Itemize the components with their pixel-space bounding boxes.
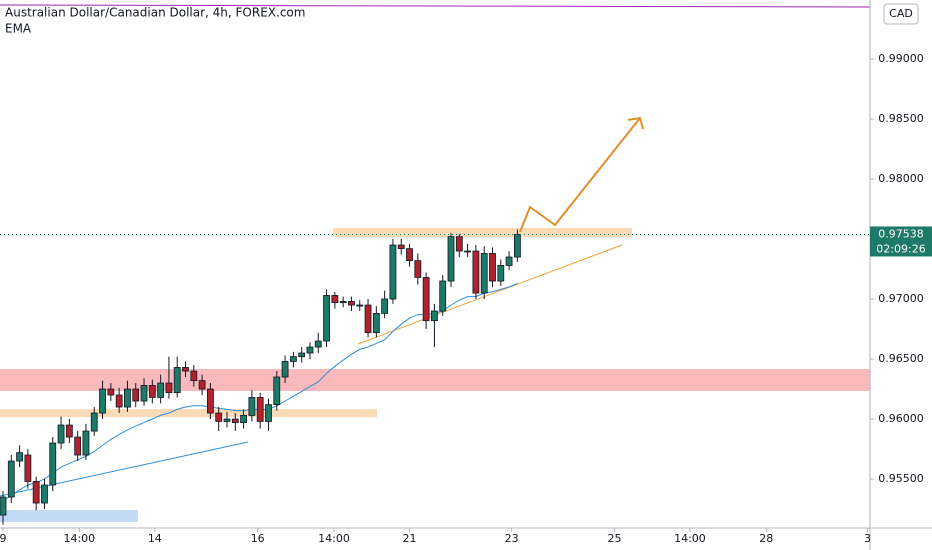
candle-body (331, 295, 339, 304)
candle-body (165, 382, 173, 394)
candle-body (41, 484, 48, 504)
y-tick-label: 0.95500 (878, 472, 924, 485)
candle-body (497, 265, 505, 282)
arrow-head (627, 116, 644, 130)
candle-body (82, 430, 90, 456)
candle-body (513, 234, 521, 258)
candle-body (489, 253, 496, 282)
candle-body (439, 280, 447, 312)
candle-body (124, 388, 131, 408)
candle-body (472, 250, 480, 294)
support-zone (0, 369, 870, 391)
candle-body (0, 496, 7, 516)
candle-body (406, 248, 413, 262)
trend-line (357, 244, 623, 345)
candle-body (65, 424, 73, 438)
candle-body (49, 442, 57, 486)
x-tick-label: 21 (403, 532, 417, 545)
y-tick-label: 0.96500 (878, 352, 924, 365)
x-tick-label: 14:00 (674, 532, 706, 545)
x-tick-label: 14:00 (63, 532, 95, 545)
candle-body (505, 256, 513, 266)
candle-body (198, 380, 206, 390)
candle-body (107, 388, 115, 396)
x-tick-label: 25 (607, 532, 621, 545)
candle-body (455, 236, 463, 252)
y-tick-label: 0.96000 (878, 412, 924, 425)
candle-body (215, 412, 223, 422)
candle-body (32, 481, 40, 504)
candle-body (148, 385, 156, 398)
x-tick-label: 28 (759, 532, 773, 545)
candle-body (314, 340, 322, 348)
candle-body (182, 367, 189, 372)
candle-body (231, 418, 239, 424)
last-price-box (870, 226, 932, 257)
candle-body (381, 298, 389, 314)
y-tick-label: 0.97000 (878, 292, 924, 305)
candle-body (173, 367, 181, 394)
candle-body (24, 454, 32, 482)
candle-body (414, 260, 422, 278)
chart-title: Australian Dollar/Canadian Dollar, 4h, F… (5, 6, 305, 20)
currency-label[interactable]: CAD (889, 7, 913, 20)
candle-body (289, 356, 297, 362)
candle-body (7, 460, 15, 498)
candle-body (372, 313, 380, 334)
last-price-label: 0.97538 (878, 227, 924, 240)
candle-body (248, 397, 256, 416)
x-tick-label: 3 (864, 532, 871, 545)
projection-arrow (519, 116, 644, 233)
resistance-zone (333, 228, 632, 237)
candle-body (16, 452, 23, 462)
candle-body (356, 304, 364, 307)
demand-zone (0, 510, 138, 522)
indicator-label: EMA (5, 22, 32, 36)
x-tick-label: 16 (251, 532, 265, 545)
candle-body (281, 361, 289, 378)
candle-body (90, 412, 98, 432)
candle-body (99, 388, 106, 414)
horizontal-drawing (0, 4, 871, 8)
candle-body (397, 244, 405, 250)
currency-button[interactable] (883, 3, 919, 25)
candle-body (74, 436, 82, 456)
candle-body (348, 301, 355, 306)
candle-body (256, 397, 264, 422)
candle-body (389, 244, 397, 300)
y-tick-label: 0.98500 (878, 112, 924, 125)
candle-body (190, 370, 198, 382)
candle-body (422, 277, 430, 322)
arrow-path (519, 117, 641, 233)
support-zone (0, 409, 377, 417)
candle-body (132, 388, 140, 402)
candle-body (323, 295, 330, 342)
candle-body (480, 253, 488, 294)
x-tick-label: 14 (148, 532, 162, 545)
candle-body (306, 346, 314, 354)
countdown-label: 02:09:26 (876, 242, 925, 255)
candle-body (339, 301, 347, 304)
candle-body (115, 394, 123, 408)
candle-body (265, 404, 272, 422)
candle-body (464, 250, 472, 253)
y-tick-label: 0.99000 (878, 52, 924, 65)
candle-body (364, 304, 372, 334)
candle-body (273, 376, 281, 406)
x-tick-label: 23 (505, 532, 519, 545)
x-tick-label: 14:00 (318, 532, 350, 545)
y-tick-label: 0.98000 (878, 172, 924, 185)
x-tick-label: 9 (0, 532, 6, 545)
candle-body (57, 424, 65, 444)
candle-body (447, 236, 455, 282)
candle-body (298, 352, 306, 358)
candle-body (223, 418, 231, 422)
candle-body (207, 388, 214, 414)
candle-body (431, 310, 438, 322)
candle-body (157, 382, 165, 398)
candle-body (140, 385, 148, 402)
candle-body (240, 415, 247, 424)
